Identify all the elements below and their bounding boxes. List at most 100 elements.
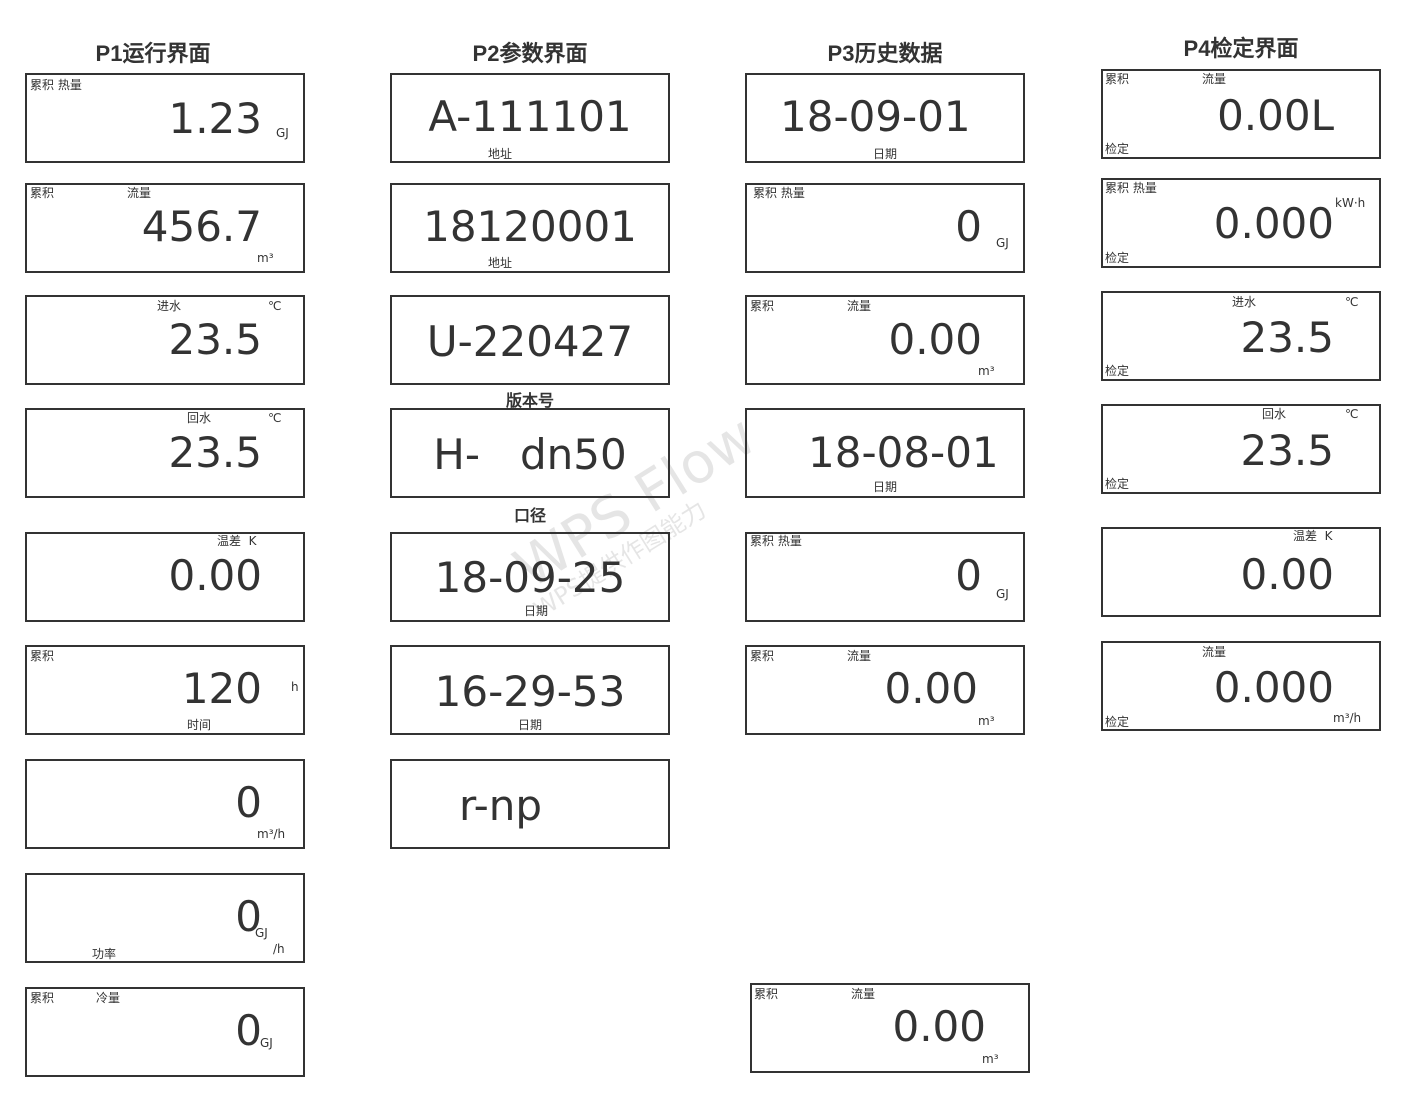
lcd-label: 地址 [488, 147, 513, 161]
lcd-value: 23.5 [1240, 426, 1334, 475]
lcd-label: 流量 [127, 186, 152, 200]
lcd-label: 累积 [30, 991, 55, 1005]
lcd-panel: 18-09-01 日期 [745, 73, 1025, 163]
lcd-value: 23.5 [168, 315, 262, 364]
lcd-value: 0.000 [1213, 199, 1334, 248]
lcd-panel: 0 累积 热量 GJ [745, 532, 1025, 622]
lcd-panel: U-220427 [390, 295, 670, 385]
lcd-label: 累积 [750, 299, 775, 313]
lcd-label: 流量 [851, 987, 876, 1001]
lcd-panel: 0.00 温差 K [25, 532, 305, 622]
lcd-label: 累积 热量 [30, 78, 82, 92]
lcd-panel: 0.00 累积 流量 m³ [745, 645, 1025, 735]
lcd-label: 地址 [488, 256, 513, 270]
lcd-label: ℃ [1345, 295, 1359, 309]
lcd-label: 日期 [518, 718, 543, 732]
lcd-panel: 23.5 回水 ℃ 检定 [1101, 404, 1381, 494]
lcd-label: 回水 [187, 411, 212, 425]
note: 口径 [513, 506, 546, 525]
lcd-label: 检定 [1105, 477, 1130, 491]
lcd-panel: 120 累积 h 时间 [25, 645, 305, 735]
lcd-panel: 0 累积 热量 GJ [745, 183, 1025, 273]
lcd-panel: 0.00 温差 K [1101, 527, 1381, 617]
lcd-panel: 1.23 累积 热量 GJ [25, 73, 305, 163]
lcd-label: 累积 [30, 649, 55, 663]
lcd-label: 流量 [1202, 645, 1227, 659]
lcd-label: 流量 [1202, 72, 1227, 86]
lcd-label: ℃ [268, 411, 282, 425]
lcd-value: r-np [459, 781, 543, 830]
lcd-label: 温差 K [1293, 529, 1333, 543]
lcd-value: 23.5 [168, 428, 262, 477]
lcd-label: 冷量 [96, 991, 121, 1005]
lcd-label: h [291, 680, 299, 694]
lcd-label: 检定 [1105, 715, 1130, 729]
column-title: P4检定界面 [1183, 36, 1299, 61]
column-title: P1运行界面 [95, 41, 211, 66]
lcd-label: 进水 [157, 299, 182, 313]
lcd-value: 0.000 [1213, 663, 1334, 712]
lcd-label: 检定 [1105, 251, 1130, 265]
lcd-label: 累积 热量 [750, 534, 802, 548]
lcd-value: 18-09-01 [780, 92, 971, 141]
lcd-label: 时间 [187, 718, 212, 732]
lcd-label: 回水 [1262, 407, 1287, 421]
lcd-label: m³ [978, 364, 995, 378]
lcd-label: ℃ [268, 299, 282, 313]
lcd-label: m³ [978, 714, 995, 728]
lcd-label: 累积 [30, 186, 55, 200]
lcd-panel: 0.000 流量 m³/h 检定 [1101, 641, 1381, 731]
lcd-value: 456.7 [141, 202, 262, 251]
lcd-label: m³ [982, 1052, 999, 1066]
lcd-value: 0.00 [168, 551, 262, 600]
lcd-label: m³/h [1333, 711, 1362, 725]
lcd-panel: 0 累积 冷量 GJ [25, 987, 305, 1077]
lcd-label: GJ [260, 1036, 273, 1050]
lcd-panel: 0 m³/h [25, 759, 305, 849]
lcd-panel: 0.000 累积 热量 kW·h 检定 [1101, 178, 1381, 268]
lcd-panel: 18-08-01 日期 [745, 408, 1025, 498]
lcd-label: kW·h [1335, 196, 1366, 210]
lcd-value: 0 [235, 778, 262, 827]
lcd-value: H- dn50 [433, 430, 627, 479]
lcd-value: 0.00 [884, 664, 978, 713]
lcd-label: 温差 K [217, 534, 257, 548]
lcd-label: 检定 [1105, 142, 1130, 156]
lcd-label: 进水 [1232, 295, 1257, 309]
lcd-label: 累积 [1105, 72, 1130, 86]
lcd-value: 0.00L [1217, 91, 1334, 140]
lcd-value: 0 [235, 892, 262, 941]
lcd-value: 18120001 [423, 202, 637, 251]
lcd-panel: 18120001 地址 [390, 183, 670, 273]
lcd-label: GJ [996, 236, 1009, 250]
lcd-value: U-220427 [426, 317, 634, 366]
lcd-value: A-111101 [428, 92, 632, 141]
lcd-label: m³/h [257, 827, 286, 841]
lcd-value: 0.00 [888, 315, 982, 364]
lcd-value: 0 [955, 551, 982, 600]
lcd-value: 0 [235, 1006, 262, 1055]
lcd-label: 日期 [873, 480, 898, 494]
lcd-label: 流量 [847, 299, 872, 313]
lcd-label: GJ [996, 587, 1009, 601]
lcd-panel: 18-09-25 日期 [390, 532, 670, 622]
lcd-label: 检定 [1105, 364, 1130, 378]
lcd-panel: 0 GJ /h 功率 [25, 873, 305, 963]
lcd-label: 累积 热量 [753, 186, 805, 200]
lcd-panel: 23.5 进水 ℃ [25, 295, 305, 385]
lcd-panel: A-111101 地址 [390, 73, 670, 163]
column-title: P2参数界面 [472, 41, 588, 66]
lcd-panel: H- dn50 [390, 408, 670, 498]
lcd-panel: 16-29-53 日期 [390, 645, 670, 735]
lcd-panel: 456.7 累积 流量 m³ [25, 183, 305, 273]
lcd-value: 0.00 [892, 1002, 986, 1051]
lcd-label: 流量 [847, 649, 872, 663]
lcd-value: 18-08-01 [808, 428, 999, 477]
lcd-label: 日期 [524, 604, 549, 618]
lcd-value: 0.00 [1240, 550, 1334, 599]
lcd-label: 累积 热量 [1105, 181, 1157, 195]
lcd-value: 0 [955, 202, 982, 251]
lcd-label: 日期 [873, 147, 898, 161]
column-title: P3历史数据 [827, 41, 943, 66]
